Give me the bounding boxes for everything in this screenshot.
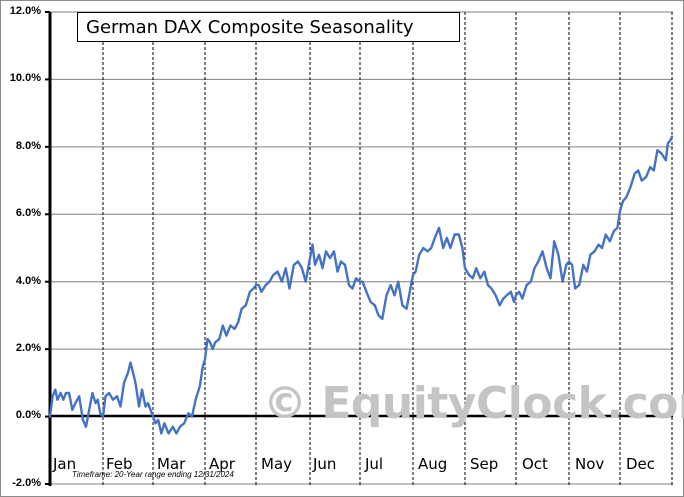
month-label-apr: Apr <box>209 455 235 473</box>
y-tick-label: 2.0% <box>15 342 41 354</box>
y-tick-label: 10.0% <box>9 72 41 84</box>
timeframe-note: Timeframe: 20-Year range ending 12/31/20… <box>72 470 234 479</box>
y-tick-label: 12.0% <box>9 5 41 17</box>
month-label-may: May <box>261 455 293 473</box>
seasonality-series-path <box>48 135 674 435</box>
y-tick-marks <box>45 11 50 485</box>
month-label-mar: Mar <box>157 455 186 473</box>
month-label-sep: Sep <box>470 455 499 473</box>
month-label-jun: Jun <box>313 455 337 473</box>
month-divider-lines <box>102 12 673 486</box>
chart-title: German DAX Composite Seasonality <box>86 17 414 38</box>
month-label-dec: Dec <box>626 455 656 473</box>
month-label-aug: Aug <box>418 455 448 473</box>
chart-title-box: German DAX Composite Seasonality <box>77 12 460 42</box>
month-label-oct: Oct <box>522 455 548 473</box>
y-tick-label: 6.0% <box>15 207 41 219</box>
month-label-jul: Jul <box>365 455 384 473</box>
y-tick-label: 4.0% <box>15 275 41 287</box>
y-tick-label: 8.0% <box>15 140 41 152</box>
month-label-jan: Jan <box>53 455 77 473</box>
y-tick-label: 0.0% <box>15 409 41 421</box>
watermark-text: © EquityClock.com <box>263 378 684 429</box>
y-tick-label: -2.0% <box>12 477 41 489</box>
month-label-nov: Nov <box>575 455 605 473</box>
month-label-feb: Feb <box>106 455 133 473</box>
